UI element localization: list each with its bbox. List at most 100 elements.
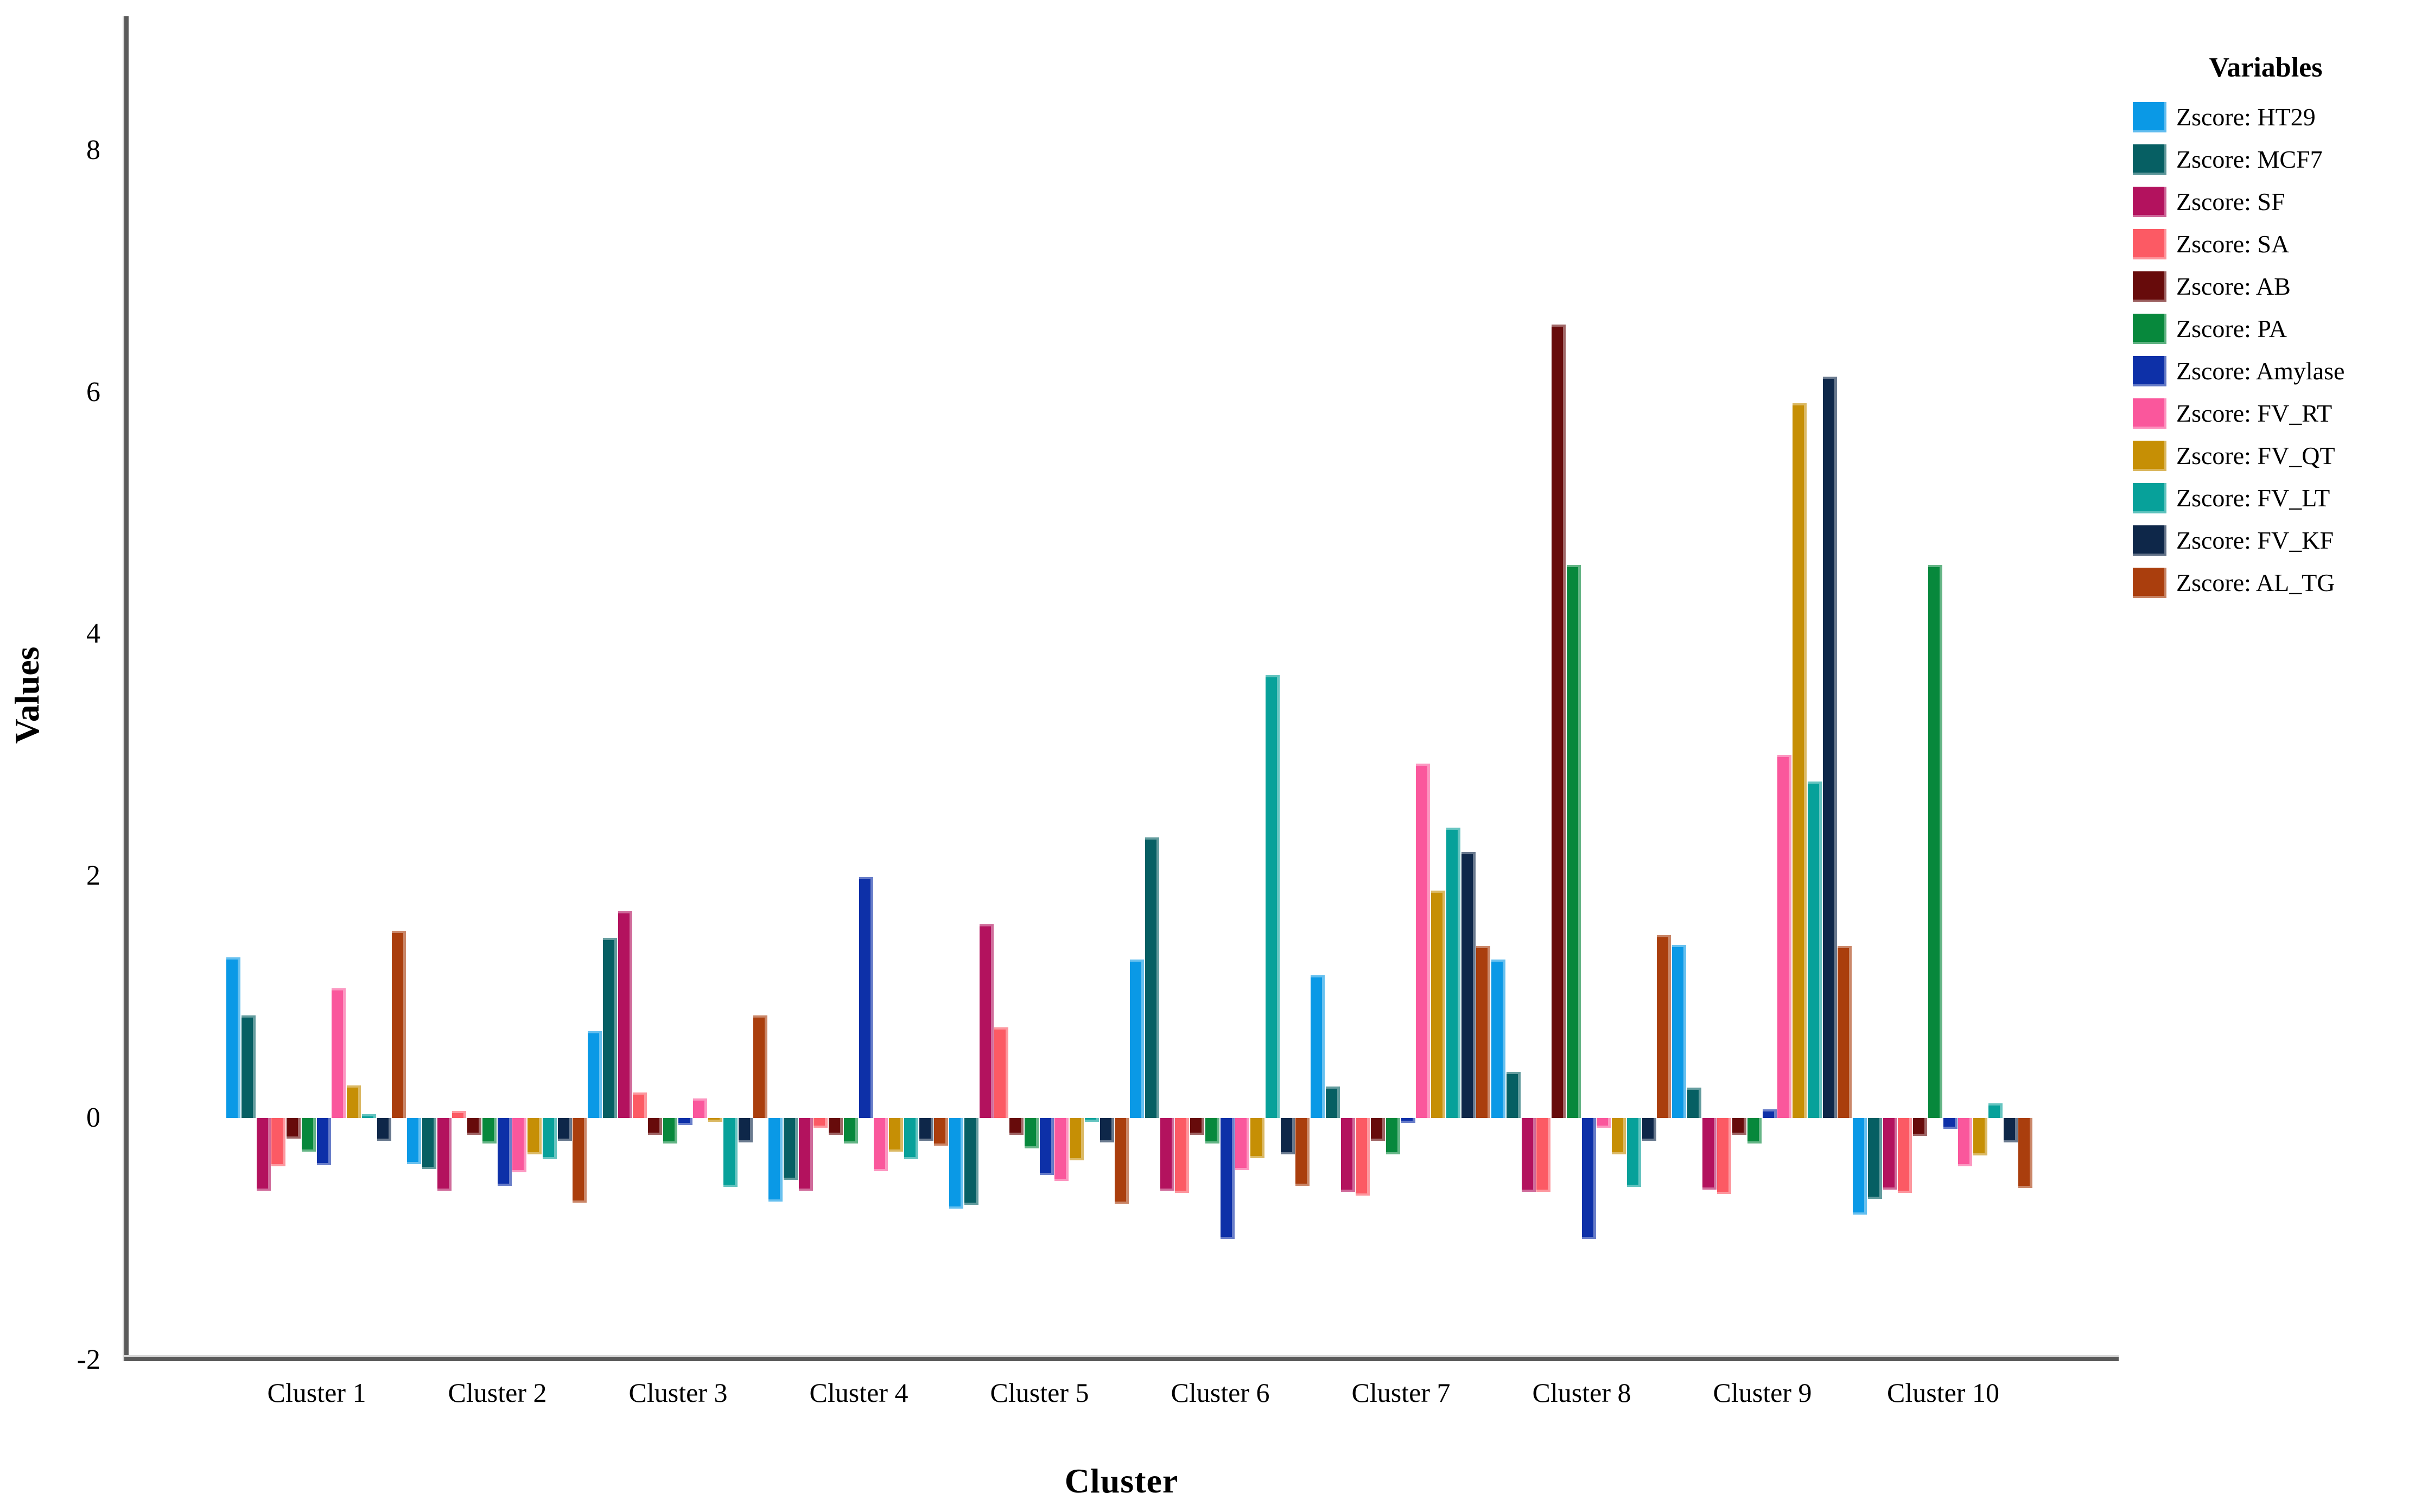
bar <box>1356 1118 1370 1196</box>
bar <box>257 1118 271 1191</box>
bar <box>1898 1118 1912 1193</box>
bar <box>618 911 632 1118</box>
legend-item-label: Zscore: Amylase <box>2176 357 2345 385</box>
bar <box>392 931 406 1118</box>
x-axis-title: Cluster <box>1064 1462 1179 1500</box>
bar <box>1567 565 1581 1118</box>
bar <box>814 1118 828 1128</box>
bar <box>482 1118 497 1143</box>
y-axis-line <box>124 16 129 1361</box>
bar <box>317 1118 331 1165</box>
bar <box>287 1118 301 1139</box>
bar <box>1009 1118 1024 1135</box>
bar <box>1582 1118 1596 1239</box>
bar <box>739 1118 753 1142</box>
bar <box>347 1085 361 1118</box>
legend-item-label: Zscore: AL_TG <box>2176 569 2335 596</box>
bar <box>377 1118 391 1141</box>
bar <box>422 1118 436 1169</box>
bar <box>543 1118 557 1159</box>
bar <box>663 1118 677 1143</box>
bar <box>1597 1118 1611 1128</box>
legend-item: Zscore: AB <box>2119 270 2412 303</box>
legend-item-label: Zscore: PA <box>2176 315 2287 342</box>
bar <box>829 1118 843 1135</box>
legend-swatch-icon <box>2133 144 2166 175</box>
legend-item: Zscore: AL_TG <box>2119 567 2412 599</box>
legend-item: Zscore: MCF7 <box>2119 143 2412 176</box>
bar <box>1295 1118 1310 1186</box>
bar <box>1085 1118 1099 1122</box>
bar <box>1250 1118 1264 1158</box>
legend-swatch-icon <box>2133 568 2166 598</box>
x-tick-label: Cluster 1 <box>267 1377 366 1408</box>
bar <box>1958 1118 1972 1166</box>
legend-swatch-icon <box>2133 102 2166 132</box>
bar <box>1130 960 1144 1118</box>
bar <box>512 1118 526 1172</box>
legend-item-label: Zscore: AB <box>2176 272 2291 300</box>
bar <box>1988 1103 2003 1118</box>
bar <box>980 924 994 1118</box>
bar <box>799 1118 813 1191</box>
legend-item: Zscore: SA <box>2119 228 2412 261</box>
bar <box>1717 1118 1731 1194</box>
x-axis-line <box>124 1357 2119 1361</box>
bar <box>1326 1087 1340 1118</box>
bar <box>934 1118 948 1146</box>
bar <box>1657 935 1671 1118</box>
bar <box>949 1118 963 1209</box>
bar <box>1687 1088 1701 1118</box>
bar <box>452 1111 466 1118</box>
bar <box>768 1118 783 1202</box>
legend-item-label: Zscore: FV_LT <box>2176 484 2330 512</box>
bar <box>498 1118 512 1186</box>
bar <box>1145 837 1159 1118</box>
bar <box>1311 975 1325 1118</box>
x-tick-label: Cluster 9 <box>1713 1377 1812 1408</box>
bar <box>1040 1118 1054 1175</box>
bar <box>1266 675 1280 1118</box>
y-tick-label: 2 <box>86 860 100 892</box>
legend-item: Zscore: SF <box>2119 186 2412 218</box>
legend-title: Variables <box>2209 52 2323 83</box>
bar <box>1160 1118 1174 1191</box>
legend-item: Zscore: FV_RT <box>2119 397 2412 430</box>
bar <box>723 1118 738 1187</box>
y-tick-label: 0 <box>86 1102 100 1133</box>
legend-item: Zscore: HT29 <box>2119 101 2412 134</box>
bar <box>271 1118 285 1166</box>
bar <box>784 1118 798 1180</box>
bar <box>573 1118 587 1203</box>
bar <box>2018 1118 2032 1188</box>
legend-item-label: Zscore: FV_KF <box>2176 526 2334 554</box>
bar <box>332 988 346 1118</box>
y-axis-title: Values <box>8 646 46 744</box>
bar <box>1507 1072 1521 1118</box>
bar <box>1522 1118 1536 1192</box>
bar <box>1025 1118 1039 1148</box>
legend-item: Zscore: FV_QT <box>2119 440 2412 472</box>
bar <box>1416 764 1430 1118</box>
bar <box>1341 1118 1355 1192</box>
bar <box>1281 1118 1295 1154</box>
bar <box>1777 755 1791 1118</box>
bar <box>407 1118 421 1164</box>
bar <box>1476 946 1490 1118</box>
bar <box>708 1118 722 1122</box>
bar <box>1536 1118 1550 1192</box>
bar <box>603 938 617 1118</box>
bar <box>1732 1118 1746 1135</box>
bar <box>994 1027 1008 1118</box>
bar <box>1672 945 1686 1118</box>
bar <box>2004 1118 2018 1142</box>
bar <box>1838 946 1852 1118</box>
bar <box>226 957 240 1118</box>
bar <box>1913 1118 1927 1136</box>
bar <box>1190 1118 1204 1135</box>
bar <box>1401 1118 1415 1123</box>
bar <box>1642 1118 1656 1141</box>
bar <box>1612 1118 1626 1154</box>
bar <box>1221 1118 1235 1239</box>
bar <box>1928 565 1942 1118</box>
